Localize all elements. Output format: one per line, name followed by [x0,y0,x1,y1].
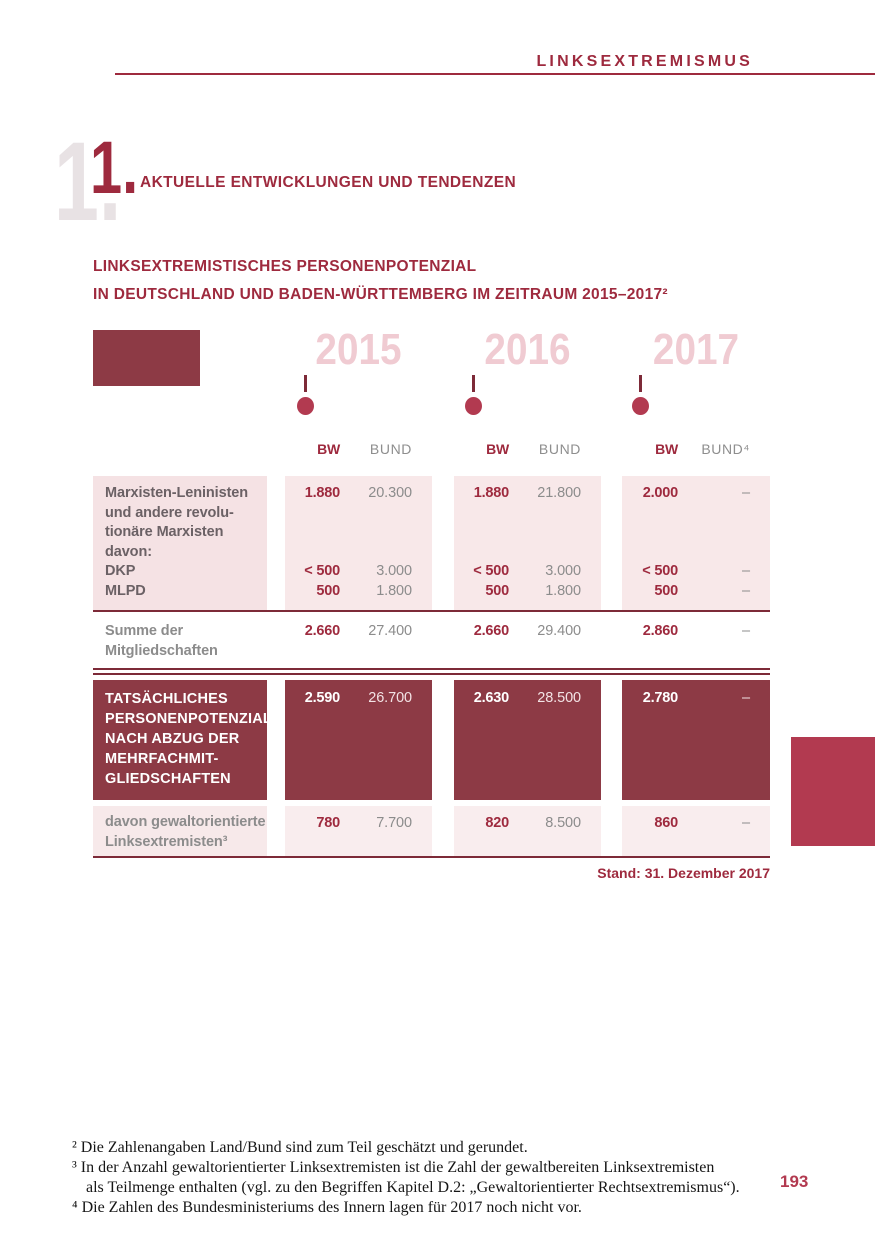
column-headers: BW BUND BW BUND BW BUND⁴ [93,440,770,460]
cell-bund-value: – [742,815,750,831]
timeline-dot [632,397,649,415]
cell-bund-value: 8.500 [545,815,581,831]
year-label-2015: 2015 [315,325,402,374]
footnote-3-continuation: als Teilmenge enthalten (vgl. zu den Beg… [86,1179,740,1196]
cell-bw-value: 1.880 [304,485,340,501]
cell-bund-value: 3.000 [376,563,412,579]
footnote-3: ³ In der Anzahl gewaltorientierter Links… [72,1159,715,1176]
cell-bund-value: 7.700 [376,815,412,831]
personenpotenzial-table: LINKSEXTREMISTISCHES PERSONENPOTENZIAL I… [93,258,770,898]
cell-bw-value: 2.660 [304,623,340,639]
table-double-rule [93,668,770,675]
section-header: LINKSEXTREMISMUS [536,53,753,70]
cell-bund-value: 21.800 [537,485,581,501]
cell-bw-value: 780 [316,815,340,831]
year-label-2016: 2016 [484,325,571,374]
table-header-block [93,330,200,386]
cell-bw-value: 2.660 [473,623,509,639]
cell-bw-value: 860 [654,815,678,831]
stand-note: Stand: 31. Dezember 2017 [597,865,770,881]
cell-bw-value: 820 [485,815,509,831]
timeline-tick [639,375,642,392]
col-header-bw: BW [655,441,678,457]
chapter-heading: AKTUELLE ENTWICKLUNGEN UND TENDENZEN [140,174,517,191]
timeline-dot [297,397,314,415]
cell-bund-value: 1.800 [376,582,412,599]
cell-bw-value: 2.630 [473,690,509,706]
row-label: Summe der Mitgliedschaften [105,623,218,659]
cell-bw-value: 2.000 [642,485,678,501]
cell-bund-value: 1.800 [545,582,581,599]
table-title-line1: LINKSEXTREMISTISCHES PERSONENPOTENZIAL [93,258,477,275]
row-label: davon gewaltorientierte Linksextremisten… [93,806,267,856]
cell-bw-value: 500 [485,582,509,599]
cell-bund-value: 20.300 [368,485,412,501]
cell-bw-value: 500 [654,582,678,599]
cell-bund-value: – [742,563,750,579]
chapter-number-watermark: 1. [54,119,122,244]
footnotes: ² Die Zahlenangaben Land/Bund sind zum T… [72,1138,777,1218]
cell-bund-value: 27.400 [368,623,412,639]
footnote-4: ⁴ Die Zahlen des Bundesministeriums des … [72,1199,582,1216]
cell-bund-value: – [742,690,750,706]
timeline-dot [465,397,482,415]
chapter-side-tab [791,737,875,846]
header-rule [115,73,875,75]
year-cell-2015: 1.880 20.300 < 500 3.000 500 1.800 [285,476,432,610]
col-header-bund: BUND [369,441,412,457]
cell-bund-value: – [742,623,750,639]
table-row-gewaltorientierte: davon gewaltorientierte Linksextremisten… [93,806,770,856]
table-row-marxisten: Marxisten-Leninisten und andere revolu- … [93,476,770,610]
table-rule [93,610,770,612]
timeline-tick [304,375,307,392]
footnote-2: ² Die Zahlenangaben Land/Bund sind zum T… [72,1139,528,1156]
col-header-bw: BW [486,441,509,457]
cell-bund-value: – [742,582,750,599]
table-rule [93,856,770,858]
cell-bw-value: 2.860 [642,623,678,639]
row-label: TATSÄCHLICHES PERSONENPOTENZIAL NACH ABZ… [93,680,272,800]
table-row-summe: Summe der Mitgliedschaften 2.660 27.400 2… [93,615,770,667]
cell-bund-value: 28.500 [537,690,581,706]
cell-bw-value: < 500 [642,563,678,579]
cell-bw-value: 2.590 [304,690,340,706]
year-cell-2016: 1.880 21.800 < 500 3.000 500 1.800 [454,476,601,610]
row-label: Marxisten-Leninisten und andere revolu- … [93,476,267,610]
cell-bund-value: – [742,485,750,501]
page-number: 193 [780,1172,809,1191]
cell-bw-value: < 500 [473,563,509,579]
cell-bund-value: 26.700 [368,690,412,706]
cell-bw-value: 1.880 [473,485,509,501]
year-cell-2017: 2.000 – < 500 – 500 – [622,476,770,610]
cell-bw-value: 2.780 [642,690,678,706]
table-row-personenpotenzial: TATSÄCHLICHES PERSONENPOTENZIAL NACH ABZ… [93,680,770,800]
col-header-bund: BUND [538,441,581,457]
chapter-number: 1. [90,126,139,209]
col-header-bw: BW [317,441,340,457]
col-header-bund: BUND⁴ [701,441,750,457]
cell-bw-value: 500 [316,582,340,599]
cell-bw-value: < 500 [304,563,340,579]
table-title-line2: IN DEUTSCHLAND UND BADEN-WÜRTTEMBERG IM … [93,286,668,303]
year-label-2017: 2017 [652,325,740,374]
cell-bund-value: 29.400 [537,623,581,639]
timeline-tick [472,375,475,392]
cell-bund-value: 3.000 [545,563,581,579]
